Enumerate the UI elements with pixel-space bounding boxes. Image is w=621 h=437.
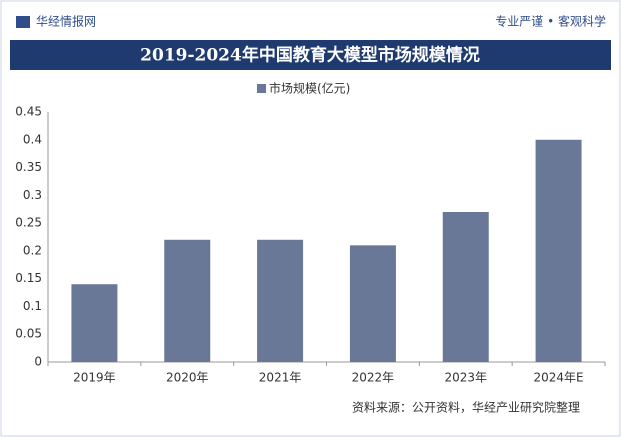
y-tick-label: 0.25	[15, 216, 42, 230]
bar	[71, 284, 118, 362]
logo-icon	[16, 16, 30, 28]
x-tick-label: 2019年	[73, 371, 116, 385]
y-tick-label: 0.3	[23, 188, 42, 202]
bar	[535, 139, 582, 362]
slogan: 专业严谨 • 客观科学	[495, 14, 606, 29]
x-tick-label: 2021年	[259, 371, 302, 385]
x-tick-label: 2023年	[444, 371, 487, 385]
bar	[349, 245, 396, 362]
y-tick-label: 0.2	[23, 243, 42, 257]
title-banner	[10, 40, 611, 70]
y-tick-label: 0.4	[23, 132, 42, 146]
x-tick-label: 2022年	[352, 371, 395, 385]
x-tick-label: 2024年E	[534, 371, 584, 385]
y-tick-label: 0.1	[23, 299, 42, 313]
bar	[442, 212, 489, 362]
y-tick-label: 0.35	[15, 160, 42, 174]
bar	[257, 239, 304, 362]
x-tick-label: 2020年	[166, 371, 209, 385]
source: 资料来源：公开资料，华经产业研究院整理	[352, 400, 580, 415]
bar	[164, 239, 211, 362]
y-tick-label: 0.15	[15, 271, 42, 285]
legend-label: 市场规模(亿元)	[269, 81, 350, 96]
legend-swatch	[257, 84, 266, 93]
logo-text: 华经情报网	[36, 14, 96, 29]
chart-title: 2019-2024年中国教育大模型市场规模情况	[140, 45, 480, 66]
y-tick-label: 0.05	[15, 327, 42, 341]
y-tick-label: 0.45	[15, 105, 42, 119]
y-tick-label: 0	[34, 355, 42, 369]
